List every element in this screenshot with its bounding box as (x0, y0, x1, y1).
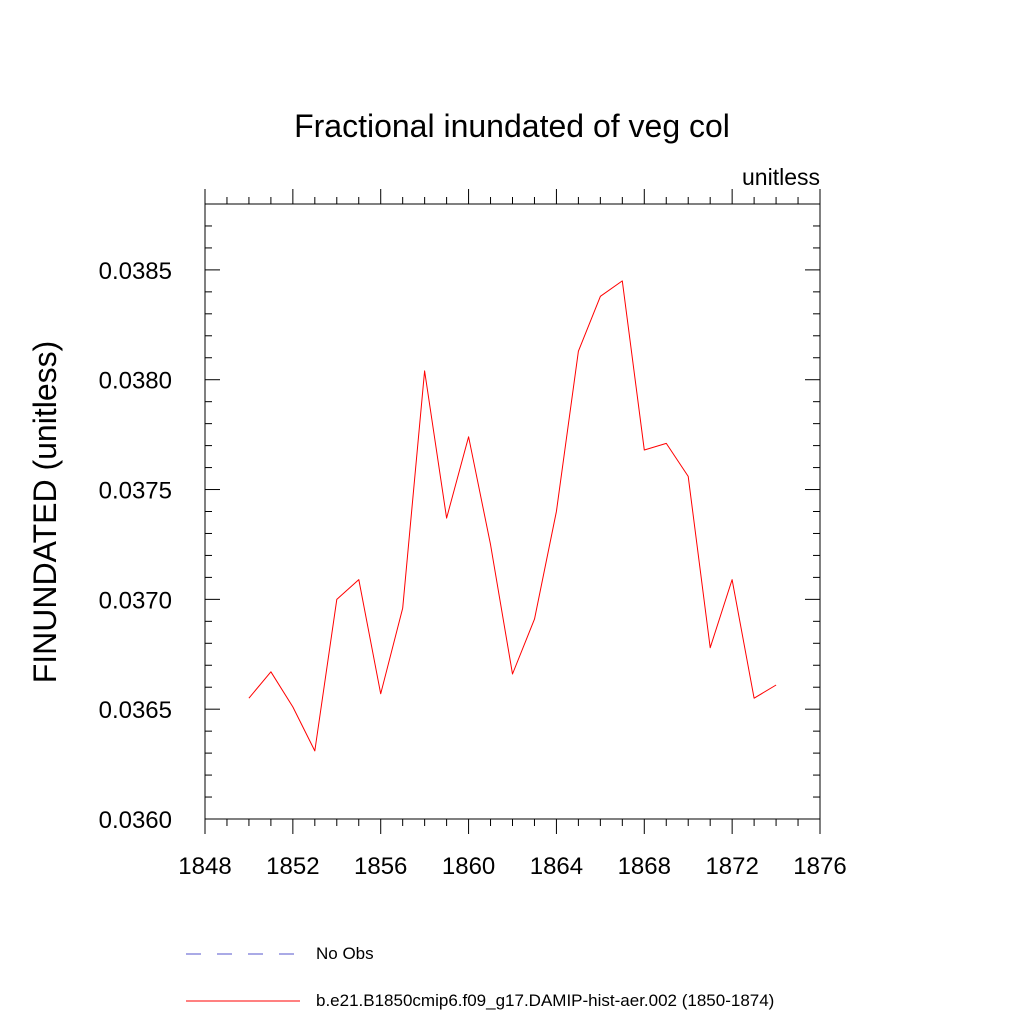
x-tick-label: 1868 (618, 853, 671, 880)
y-tick-label: 0.0385 (99, 258, 172, 285)
legend: No Obs b.e21.B1850cmip6.f09_g17.DAMIP-hi… (186, 944, 774, 1010)
plot-frame (204, 203, 821, 820)
x-tick-label: 1860 (442, 853, 495, 880)
x-tick-label: 1848 (178, 853, 231, 880)
x-tick-label: 1856 (354, 853, 407, 880)
x-tick-label: 1876 (793, 853, 846, 880)
x-tick-label: 1872 (705, 853, 758, 880)
y-tick-labels: 0.0360 0.0365 0.0370 0.0375 0.0380 0.0385 (99, 258, 172, 834)
x-tick-label: 1864 (530, 853, 583, 880)
y-tick-label: 0.0360 (99, 807, 172, 834)
y-tick-label: 0.0370 (99, 587, 172, 614)
units-label: unitless (742, 164, 820, 190)
legend-label-no-obs: No Obs (316, 944, 374, 963)
series-layer (248, 280, 777, 752)
chart-title: Fractional inundated of veg col (294, 108, 730, 144)
y-tick-label: 0.0375 (99, 478, 172, 505)
y-tick-label: 0.0380 (99, 368, 172, 395)
y-axis-label: FINUNDATED (unitless) (27, 341, 63, 684)
legend-label-series: b.e21.B1850cmip6.f09_g17.DAMIP-hist-aer.… (316, 991, 774, 1010)
x-tick-label: 1852 (266, 853, 319, 880)
minor-ticks (205, 197, 820, 826)
x-tick-labels: 1848 1852 1856 1860 1864 1868 1872 1876 (178, 853, 846, 880)
y-tick-label: 0.0365 (99, 697, 172, 724)
major-ticks (204, 189, 821, 834)
series-line (248, 280, 777, 752)
